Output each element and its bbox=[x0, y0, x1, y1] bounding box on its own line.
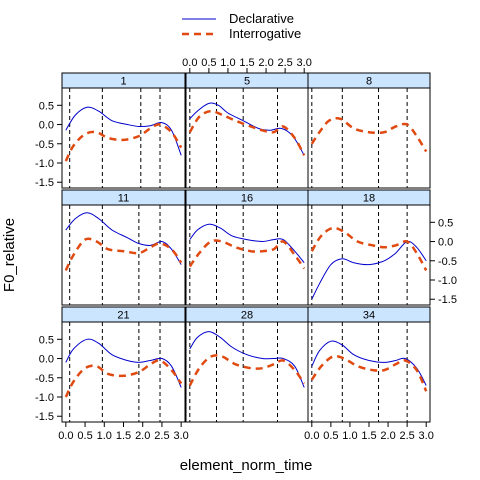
series-line-interrogative bbox=[64, 237, 183, 271]
panel-5: 5 0.0 0.5 1.0 1.5 2.0 2.5 3.0 bbox=[182, 57, 312, 189]
series-line-declarative bbox=[189, 102, 305, 156]
y-tick-label: -0.5 bbox=[438, 256, 457, 268]
series-line-declarative bbox=[65, 106, 182, 156]
x-tick-label: 3.0 bbox=[419, 430, 434, 442]
x-tick-label: 3.0 bbox=[174, 430, 189, 442]
y-tick-label: -0.5 bbox=[35, 373, 54, 385]
x-tick-label: 2.5 bbox=[154, 430, 169, 442]
panel-11: 11 bbox=[61, 189, 186, 306]
panel-frame bbox=[307, 204, 431, 306]
legend-label-declarative: Declarative bbox=[229, 11, 294, 26]
panel-28: 28 bbox=[185, 306, 309, 423]
panel-18: 18 -1.5 -1.0 -0.5 0.0 0.5 bbox=[307, 189, 457, 306]
y-tick-label: 0.5 bbox=[39, 334, 54, 346]
x-tick-label: 3.0 bbox=[297, 57, 312, 69]
y-tick-label: 0.5 bbox=[39, 100, 54, 112]
panel-34: 34 0.0 0.5 1.0 1.5 2.0 2.5 3.0 bbox=[304, 306, 434, 442]
x-axis-label: element_norm_time bbox=[180, 457, 313, 474]
panel-strip-label: 34 bbox=[363, 310, 375, 322]
x-tick-label: 0.5 bbox=[77, 430, 92, 442]
series-line-declarative bbox=[311, 240, 427, 300]
series-line-interrogative bbox=[310, 116, 428, 153]
series-line-interrogative bbox=[188, 109, 306, 156]
series-line-interrogative bbox=[64, 123, 183, 162]
x-tick-label: 1.5 bbox=[239, 57, 254, 69]
panel-strip-label: 16 bbox=[241, 193, 253, 205]
y-tick-label: -1.0 bbox=[35, 158, 54, 170]
panel-frame bbox=[61, 204, 186, 306]
x-tick-label: 0.5 bbox=[323, 430, 338, 442]
series-line-declarative bbox=[65, 338, 182, 388]
panel-8: 8 bbox=[307, 72, 431, 189]
panel-strip-label: 18 bbox=[363, 193, 375, 205]
y-tick-label: 0.0 bbox=[438, 237, 453, 249]
y-tick-label: 0.0 bbox=[39, 120, 54, 132]
y-tick-label: -1.5 bbox=[438, 294, 457, 306]
legend: Declarative Interrogative bbox=[182, 11, 301, 41]
panel-frame bbox=[61, 87, 186, 189]
panel-strip-label: 28 bbox=[241, 310, 253, 322]
x-tick-label: 2.0 bbox=[135, 430, 150, 442]
y-tick-label: -0.5 bbox=[35, 139, 54, 151]
panel-frame bbox=[185, 321, 309, 423]
x-tick-label: 2.5 bbox=[399, 430, 414, 442]
series-line-declarative bbox=[311, 340, 427, 386]
x-tick-label: 2.0 bbox=[380, 430, 395, 442]
series-line-interrogative bbox=[64, 359, 183, 398]
series-line-interrogative bbox=[310, 226, 428, 272]
y-tick-label: -1.5 bbox=[35, 411, 54, 423]
panel-frame bbox=[307, 321, 431, 423]
y-tick-label: 0.0 bbox=[39, 354, 54, 366]
panel-frame bbox=[307, 87, 431, 189]
y-tick-label: 0.5 bbox=[438, 217, 453, 229]
x-tick-label: 1.0 bbox=[220, 57, 235, 69]
x-tick-label: 2.0 bbox=[258, 57, 273, 69]
x-tick-label: 0.0 bbox=[182, 57, 197, 69]
legend-label-interrogative: Interrogative bbox=[229, 26, 301, 41]
series-line-declarative bbox=[189, 223, 305, 264]
y-tick-label: -1.0 bbox=[35, 392, 54, 404]
y-tick-label: -1.5 bbox=[35, 177, 54, 189]
series-line-declarative bbox=[189, 331, 305, 388]
panel-strip-label: 11 bbox=[118, 193, 129, 205]
panels: 1 -1.5 -1.0 -0.5 0.0 0.5 5 0.0 0.5 1.0 1.5 2.0 2.5 3.… bbox=[35, 57, 457, 442]
x-tick-label: 1.0 bbox=[97, 430, 112, 442]
panel-16: 16 bbox=[185, 189, 309, 306]
x-tick-label: 1.5 bbox=[361, 430, 376, 442]
panel-frame bbox=[185, 204, 309, 306]
panel-strip-label: 5 bbox=[244, 76, 250, 88]
x-tick-label: 1.0 bbox=[342, 430, 357, 442]
x-tick-label: 0.0 bbox=[304, 430, 319, 442]
series-line-interrogative bbox=[188, 239, 306, 270]
x-tick-label: 2.5 bbox=[277, 57, 292, 69]
series-line-interrogative bbox=[310, 354, 428, 392]
panel-strip-label: 8 bbox=[366, 76, 372, 88]
y-axis-label: F0_relative bbox=[1, 218, 18, 292]
x-tick-label: 1.5 bbox=[116, 430, 131, 442]
panel-frame bbox=[185, 87, 309, 189]
panel-strip-label: 21 bbox=[117, 310, 129, 322]
x-tick-label: 0.5 bbox=[201, 57, 216, 69]
x-tick-label: 0.0 bbox=[58, 430, 73, 442]
panel-1: 1 -1.5 -1.0 -0.5 0.0 0.5 bbox=[35, 72, 186, 189]
panel-strip-label: 1 bbox=[120, 76, 126, 88]
series-line-declarative bbox=[65, 212, 182, 265]
panel-21: 21 -1.5 -1.0 -0.5 0.0 0.5 0.0 0.5 1.0 1.5 2.0 2.5 3.… bbox=[35, 306, 189, 442]
y-tick-label: -1.0 bbox=[438, 275, 457, 287]
